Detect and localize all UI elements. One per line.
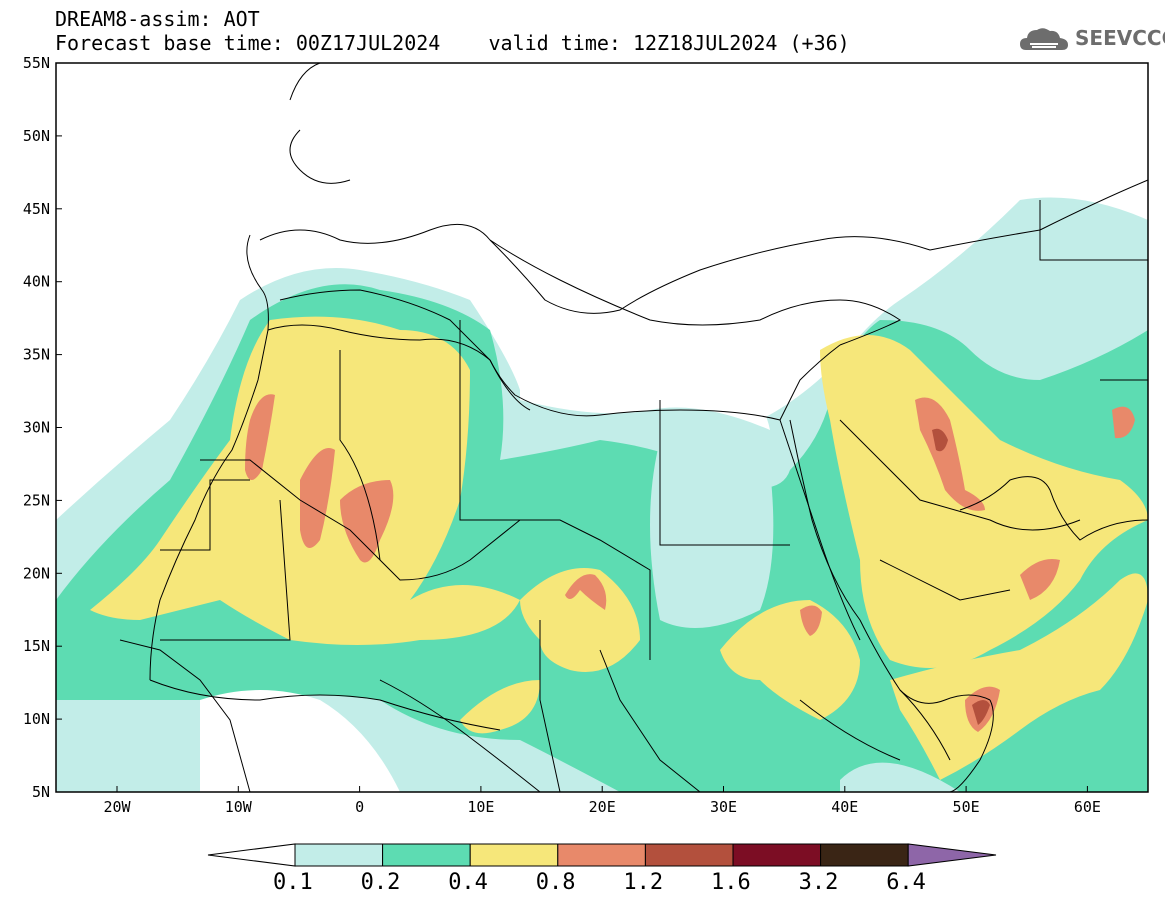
colorbar-label: 6.4 bbox=[886, 870, 926, 895]
lon-tick-label: 10E bbox=[467, 798, 494, 816]
map-title: DREAM8-assim: AOT bbox=[55, 7, 260, 31]
lat-tick-label: 10N bbox=[23, 710, 50, 728]
lon-axis: 20W 10W 0 10E 20E 30E 40E 50E 60E bbox=[103, 786, 1101, 816]
aot-band-orange bbox=[915, 397, 985, 511]
aot-band-brown bbox=[932, 428, 948, 452]
aot-band-yellow bbox=[890, 573, 1148, 780]
aot-band-yellow bbox=[460, 680, 540, 734]
lon-tick-label: 10W bbox=[225, 798, 253, 816]
logo-text: SEEVCCC bbox=[1075, 26, 1165, 50]
lon-tick-label: 30E bbox=[710, 798, 737, 816]
cloud-logo-icon bbox=[1020, 28, 1068, 50]
aot-clear-area bbox=[520, 360, 770, 430]
colorbar-label: 1.2 bbox=[623, 870, 664, 895]
aot-band-orange bbox=[800, 605, 822, 636]
aot-band-yellow bbox=[820, 335, 1148, 668]
aot-band-orange bbox=[340, 480, 394, 563]
colorbar-label: 3.2 bbox=[798, 870, 839, 895]
coastlines bbox=[149, 62, 1149, 793]
aot-clear-area bbox=[200, 690, 400, 792]
country-borders bbox=[119, 179, 1149, 793]
aot-band-yellow bbox=[520, 568, 640, 672]
lat-tick-label: 35N bbox=[23, 346, 50, 364]
lon-tick-label: 20W bbox=[103, 798, 131, 816]
aot-band-orange bbox=[300, 448, 335, 548]
lat-tick-label: 40N bbox=[23, 273, 50, 291]
aot-field bbox=[56, 63, 1148, 792]
lat-axis: 55N 50N 45N 40N 35N 30N 25N 20N 15N 10N 5N bbox=[23, 54, 62, 801]
lon-tick-label: 50E bbox=[953, 798, 980, 816]
lon-tick-label: 40E bbox=[831, 798, 858, 816]
aot-band-orange bbox=[1020, 559, 1060, 600]
lat-tick-label: 5N bbox=[32, 783, 50, 801]
lat-tick-label: 15N bbox=[23, 637, 50, 655]
lat-tick-label: 50N bbox=[23, 127, 50, 145]
colorbar-label: 0.4 bbox=[448, 870, 488, 895]
aot-band-orange bbox=[245, 394, 275, 480]
lat-tick-label: 25N bbox=[23, 491, 50, 509]
colorbar-label: 0.8 bbox=[535, 870, 576, 895]
lat-tick-label: 30N bbox=[23, 419, 50, 437]
colorbar-label: 0.2 bbox=[360, 870, 401, 895]
lon-tick-label: 20E bbox=[589, 798, 616, 816]
forecast-time-line: Forecast base time: 00Z17JUL2024 valid t… bbox=[55, 32, 850, 54]
aot-band-orange bbox=[565, 574, 607, 610]
aot-band-brown bbox=[972, 700, 990, 725]
lon-tick-label: 0 bbox=[355, 798, 364, 816]
lat-tick-label: 20N bbox=[23, 564, 50, 582]
aot-band-orange bbox=[1112, 406, 1135, 439]
lon-tick-label: 60E bbox=[1074, 798, 1101, 816]
base-time-label: Forecast base time: 00Z17JUL2024 bbox=[55, 31, 441, 55]
colorbar-label: 1.6 bbox=[711, 870, 751, 895]
aot-band-yellow bbox=[720, 600, 860, 720]
aot-light-area bbox=[650, 438, 774, 628]
colorbar-label: 0.1 bbox=[273, 870, 313, 895]
lat-tick-label: 45N bbox=[23, 200, 50, 218]
lat-tick-label: 55N bbox=[23, 54, 50, 72]
valid-time-label: valid time: 12Z18JUL2024 (+36) bbox=[488, 31, 850, 55]
